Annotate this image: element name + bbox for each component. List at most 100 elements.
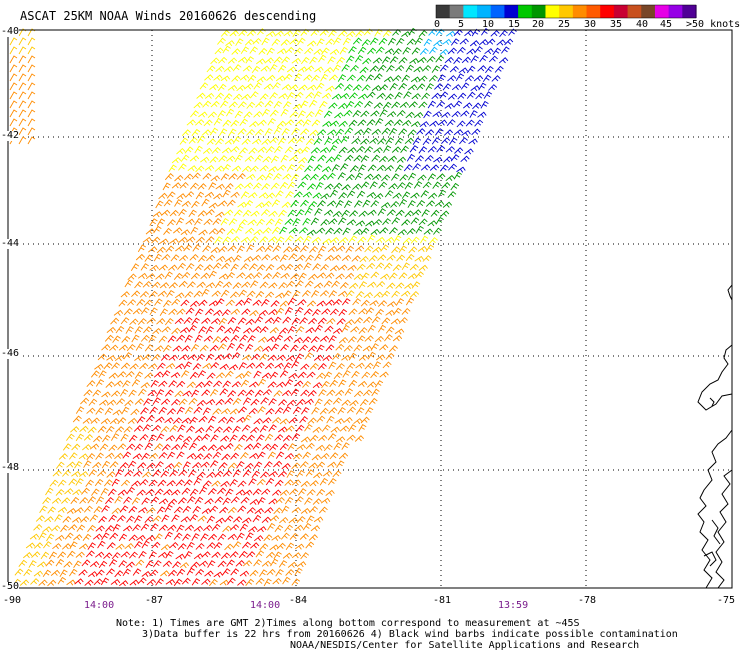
wind-barb: [243, 489, 253, 496]
wind-barb: [416, 83, 426, 91]
wind-barb: [279, 181, 289, 190]
wind-barb: [227, 57, 238, 64]
wind-barb: [433, 156, 443, 163]
wind-barb: [27, 136, 36, 145]
wind-barb: [321, 92, 332, 99]
lon-label: -75: [717, 595, 736, 606]
wind-barb: [142, 471, 152, 478]
wind-barb: [335, 363, 345, 370]
wind-barb: [224, 370, 234, 378]
wind-barb: [115, 543, 125, 550]
wind-barb: [274, 434, 284, 441]
wind-barb: [345, 245, 354, 254]
wind-barb: [110, 317, 120, 325]
wind-barb: [269, 92, 278, 100]
wind-barb: [244, 155, 254, 162]
wind-barb: [33, 542, 44, 549]
wind-barb: [425, 200, 436, 207]
wind-barb: [215, 517, 225, 524]
wind-barb: [301, 173, 311, 181]
wind-barb: [253, 370, 262, 379]
lon-label: -90: [3, 595, 22, 606]
wind-barb: [276, 381, 286, 388]
wind-barb: [305, 254, 314, 262]
wind-barb: [195, 119, 205, 126]
wind-barb: [95, 569, 105, 577]
wind-barb: [307, 417, 317, 425]
wind-barb: [399, 174, 409, 181]
wind-barb: [364, 362, 374, 370]
wind-barb: [395, 209, 405, 217]
wind-barb: [120, 551, 130, 558]
wind-barb: [395, 164, 404, 172]
wind-barb: [346, 219, 357, 226]
wind-barb: [320, 218, 330, 226]
wind-barb: [244, 462, 254, 470]
wind-barb: [85, 479, 94, 487]
wind-barb: [280, 532, 290, 540]
wind-barb: [58, 453, 68, 460]
wind-barb: [417, 174, 427, 181]
wind-barb: [52, 543, 62, 550]
wind-barb: [27, 100, 36, 109]
speed-color-legend: [435, 4, 697, 19]
wind-barb: [355, 30, 365, 37]
wind-barb: [128, 505, 138, 514]
wind-barb: [321, 380, 330, 389]
wind-barb: [203, 264, 213, 271]
wind-barb: [249, 120, 259, 128]
wind-barb: [243, 256, 254, 263]
wind-barb: [427, 100, 437, 109]
wind-barb: [270, 182, 280, 190]
wind-barb: [408, 101, 418, 108]
wind-barb: [262, 200, 272, 208]
wind-barb: [378, 181, 388, 189]
wind-barb: [299, 317, 308, 325]
wind-barb: [340, 135, 349, 144]
wind-barb: [144, 442, 153, 451]
wind-barb: [287, 325, 296, 334]
wind-barb: [150, 523, 159, 531]
wind-barb: [292, 217, 301, 226]
wind-barb: [9, 118, 18, 127]
wind-barb: [285, 542, 295, 550]
wind-barb: [407, 273, 418, 280]
wind-barb: [75, 433, 85, 442]
wind-barb: [362, 345, 373, 352]
wind-barb: [168, 354, 178, 361]
wind-barb: [119, 462, 129, 469]
wind-barb: [248, 147, 258, 155]
wind-barb: [90, 417, 100, 424]
wind-barb: [321, 308, 331, 315]
wind-barb: [210, 246, 220, 253]
wind-barb: [247, 74, 257, 82]
wind-barb: [304, 47, 314, 55]
wind-barb: [261, 298, 270, 307]
wind-barb: [346, 55, 355, 63]
wind-barb: [92, 389, 102, 397]
wind-barb: [291, 245, 301, 252]
wind-barb: [268, 470, 278, 477]
wind-barb: [328, 144, 338, 153]
wind-barb: [367, 324, 376, 333]
wind-barb: [246, 362, 256, 369]
wind-barb: [37, 561, 47, 568]
wind-barb: [254, 316, 264, 324]
wind-barb: [210, 100, 220, 108]
wind-barb: [237, 56, 248, 63]
wind-barb: [328, 74, 338, 81]
wind-barb: [306, 229, 317, 236]
wind-barb: [237, 505, 247, 513]
wind-barb: [333, 227, 343, 235]
wind-barb: [396, 156, 407, 163]
wind-barb: [98, 370, 107, 378]
wind-barb: [145, 535, 156, 542]
wind-barb: [388, 272, 398, 280]
wind-barb: [376, 92, 386, 100]
wind-barb: [370, 200, 380, 208]
wind-barb: [448, 163, 457, 171]
wind-barb: [358, 327, 368, 334]
wind-barb: [297, 110, 306, 119]
wind-barb: [215, 211, 225, 218]
wind-barb: [139, 478, 149, 486]
